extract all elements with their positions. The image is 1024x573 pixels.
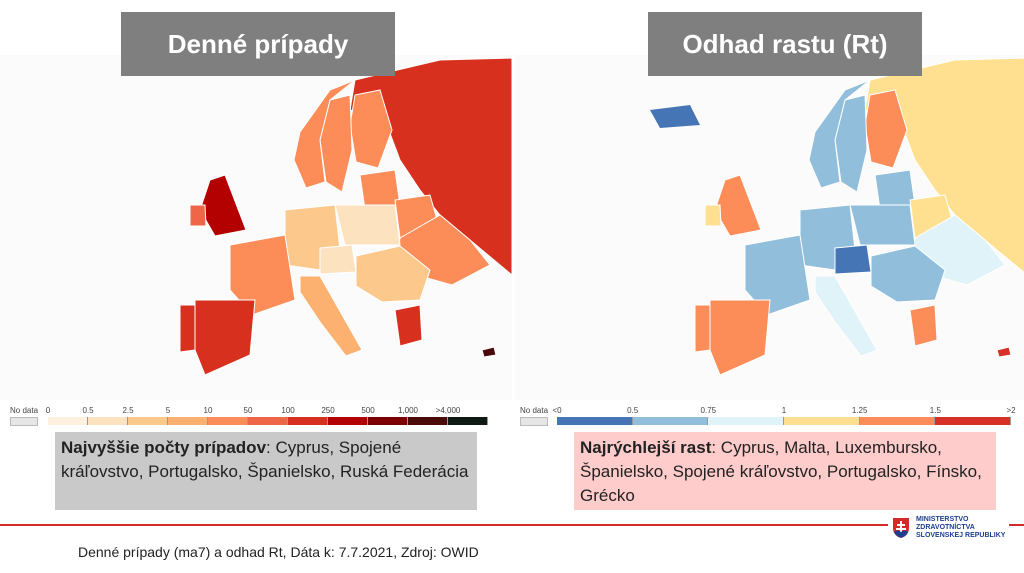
country-france	[229, 234, 296, 316]
legend-bin	[557, 417, 633, 425]
logo-line: MINISTERSTVO	[916, 516, 969, 523]
legend-tick-label: 250	[321, 406, 335, 415]
logo-line: SLOVENSKEJ REPUBLIKY	[916, 532, 1006, 539]
legend-tick-label: 1.25	[851, 406, 868, 415]
ministry-logo: MINISTERSTVO ZDRAVOTNÍCTVA SLOVENSKEJ REPU…	[888, 516, 1010, 540]
legend-tick-label: 500	[361, 406, 375, 415]
legend-tick-label: 100	[281, 406, 295, 415]
legend-tick-label: 5	[165, 406, 171, 415]
summary-label: Najvyššie počty prípadov	[61, 438, 267, 457]
legend-tick-label: 0.75	[700, 406, 717, 415]
legend-bin	[408, 417, 448, 425]
legend-bin	[248, 417, 288, 425]
country-baltics	[874, 169, 916, 211]
legend-bin	[328, 417, 368, 425]
legend-tick-label: 0	[45, 406, 51, 415]
country-ireland	[189, 204, 207, 227]
country-norway	[808, 79, 871, 189]
country-greece	[394, 304, 423, 347]
legend-bin	[448, 417, 488, 425]
summary-label: Najrýchlejší rast	[580, 438, 712, 457]
summary-text: : Cyprus, Spojené kráľovstvo, Portugalsk…	[61, 438, 469, 481]
maps	[0, 55, 1024, 400]
country-norway	[293, 79, 356, 189]
country-france	[744, 234, 811, 316]
legend-tick-label: 50	[243, 406, 253, 415]
legend-tick-label: 0.5	[82, 406, 94, 415]
legend-tick-label: 1	[781, 406, 787, 415]
no-data-swatch	[520, 417, 548, 426]
legend-bin	[708, 417, 784, 425]
no-data-swatch	[10, 417, 38, 426]
legend-tick-label: 1.5	[929, 406, 941, 415]
country-ireland	[704, 204, 722, 227]
legend-bin	[632, 417, 709, 425]
legend-bin	[859, 417, 936, 425]
legend-bin	[168, 417, 208, 425]
logo-line: ZDRAVOTNÍCTVA	[916, 524, 975, 531]
legend-color-bins	[557, 417, 1011, 425]
country-poland	[849, 204, 916, 246]
legend-tick-label: >4,000	[435, 406, 461, 415]
country-portugal	[694, 304, 711, 353]
legend-tick-label: 10	[203, 406, 213, 415]
slovak-coat-of-arms-icon	[893, 518, 909, 538]
legend-bin	[288, 417, 328, 425]
country-balkans	[870, 245, 946, 303]
summary-text: : Cyprus, Malta, Luxembursko, Španielsko…	[580, 438, 982, 505]
legend-bin	[88, 417, 128, 425]
legend-bin	[935, 417, 1011, 425]
right-map-title: Odhad rastu (Rt)	[648, 12, 922, 76]
divider	[0, 524, 1024, 526]
fastest-growth-summary: Najrýchlejší rast: Cyprus, Malta, Luxemb…	[574, 432, 996, 510]
country-italy	[814, 275, 878, 357]
legend-bin	[783, 417, 860, 425]
legend-tick-label: <0	[552, 406, 562, 415]
country-baltics	[359, 169, 401, 211]
legend-bin	[368, 417, 408, 425]
source-footer: Denné prípady (ma7) a odhad Rt, Dáta k: …	[78, 544, 479, 560]
legend-bin	[48, 417, 88, 425]
no-data-label: No data	[520, 406, 549, 415]
country-poland	[334, 204, 401, 246]
country-czaus	[319, 244, 357, 275]
legend-color-bins	[48, 417, 488, 425]
legend-bin	[208, 417, 248, 425]
left-map-title: Denné prípady	[121, 12, 395, 76]
country-cyprus	[996, 346, 1012, 358]
daily-cases-map	[0, 55, 513, 400]
country-iceland	[650, 105, 700, 128]
country-cyprus	[481, 346, 497, 358]
legend-tick-label: 2.5	[122, 406, 134, 415]
rt-estimate-map	[515, 55, 1024, 400]
legend-tick-label: >2	[1006, 406, 1016, 415]
country-czaus	[834, 244, 872, 275]
country-greece	[909, 304, 938, 347]
country-balkans	[355, 245, 431, 303]
legend-bin	[128, 417, 168, 425]
no-data-label: No data	[10, 406, 39, 415]
legend-tick-label: 0.5	[627, 406, 639, 415]
highest-cases-summary: Najvyššie počty prípadov: Cyprus, Spojen…	[55, 432, 477, 510]
country-italy	[299, 275, 363, 357]
country-portugal	[179, 304, 196, 353]
legend-tick-label: 1,000	[397, 406, 419, 415]
